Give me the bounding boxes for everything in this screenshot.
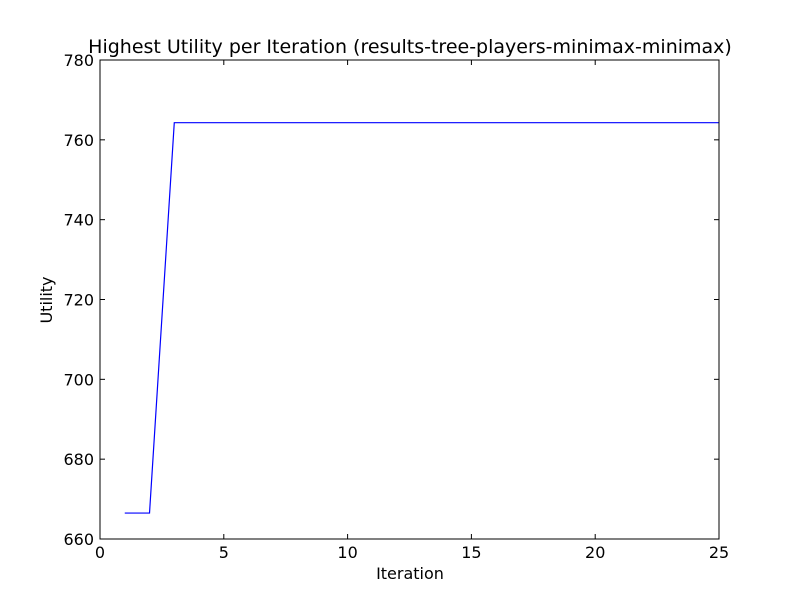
y-tick-label-740: 740 [63, 211, 94, 230]
plot-area: 0 5 10 15 20 25 660 680 700 720 740 760 780 [63, 51, 729, 562]
x-axis-label: Iteration [376, 564, 444, 583]
x-tick-label-5: 5 [219, 543, 229, 562]
y-tick-label-700: 700 [63, 370, 94, 389]
y-tick-label-660: 660 [63, 530, 94, 549]
y-tick-label-680: 680 [63, 450, 94, 469]
y-tick-label-760: 760 [63, 131, 94, 150]
y-tick-label-780: 780 [63, 51, 94, 70]
chart-title: Highest Utility per Iteration (results-t… [88, 36, 732, 58]
y-tick-label-720: 720 [63, 291, 94, 310]
series-line-0 [124, 122, 719, 514]
plot-frame [99, 59, 720, 540]
x-tick-label-15: 15 [461, 543, 481, 562]
x-tick-label-10: 10 [337, 543, 357, 562]
x-tick-label-20: 20 [585, 543, 605, 562]
x-tick-label-0: 0 [95, 543, 105, 562]
x-tick-label-25: 25 [709, 543, 729, 562]
y-axis-label: Utility [37, 276, 56, 323]
